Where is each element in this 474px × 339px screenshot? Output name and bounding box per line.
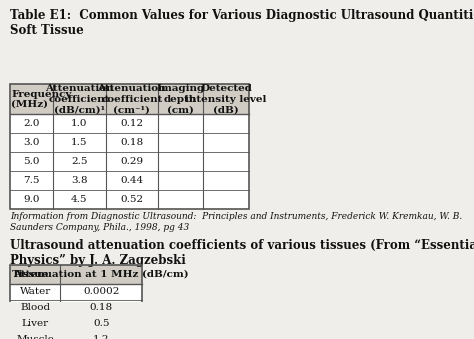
Text: Attenuation
coefficient
(cm⁻¹): Attenuation coefficient (cm⁻¹) (98, 84, 166, 114)
Text: 3.8: 3.8 (71, 176, 88, 185)
Text: Attenuation
coefficient
(dB/cm)¹: Attenuation coefficient (dB/cm)¹ (45, 84, 114, 114)
Text: Information from Diagnostic Ultrasound:  Principles and Instruments, Frederick W: Information from Diagnostic Ultrasound: … (10, 212, 463, 232)
Text: 0.18: 0.18 (120, 138, 143, 147)
Text: 5.0: 5.0 (23, 157, 40, 166)
Text: 0.12: 0.12 (120, 119, 143, 128)
Text: Table E1:  Common Values for Various Diagnostic Ultrasound Quantities for
Soft T: Table E1: Common Values for Various Diag… (10, 9, 474, 37)
Text: 7.5: 7.5 (23, 176, 40, 185)
Text: Water: Water (19, 287, 51, 296)
Text: Blood: Blood (20, 303, 50, 312)
Text: Liver: Liver (22, 319, 49, 328)
Bar (10, 84, 249, 114)
Text: 0.44: 0.44 (120, 176, 143, 185)
Text: 0.52: 0.52 (120, 195, 143, 204)
Text: 0.5: 0.5 (93, 319, 109, 328)
Text: 1.0: 1.0 (71, 119, 88, 128)
Text: 3.0: 3.0 (23, 138, 40, 147)
Text: 4.5: 4.5 (71, 195, 88, 204)
Text: 0.29: 0.29 (120, 157, 143, 166)
Text: 0.0002: 0.0002 (83, 287, 119, 296)
Text: Attenuation at 1 MHz (dB/cm): Attenuation at 1 MHz (dB/cm) (13, 270, 189, 279)
Text: 0.18: 0.18 (90, 303, 113, 312)
Text: 2.0: 2.0 (23, 119, 40, 128)
Text: Muscle: Muscle (16, 335, 54, 339)
Text: 1.5: 1.5 (71, 138, 88, 147)
Text: Imaging
depth
(cm): Imaging depth (cm) (156, 84, 205, 114)
Bar (10, 265, 142, 284)
Text: Tissue: Tissue (11, 270, 49, 279)
Text: Detected
intensity level
(dB): Detected intensity level (dB) (185, 84, 267, 114)
Text: 9.0: 9.0 (23, 195, 40, 204)
Text: Ultrasound attenuation coefficients of various tissues (From “Essentials of Ultr: Ultrasound attenuation coefficients of v… (10, 239, 474, 267)
Text: 1.2: 1.2 (93, 335, 109, 339)
Text: 2.5: 2.5 (71, 157, 88, 166)
Text: Frequency
(MHz): Frequency (MHz) (11, 89, 72, 109)
